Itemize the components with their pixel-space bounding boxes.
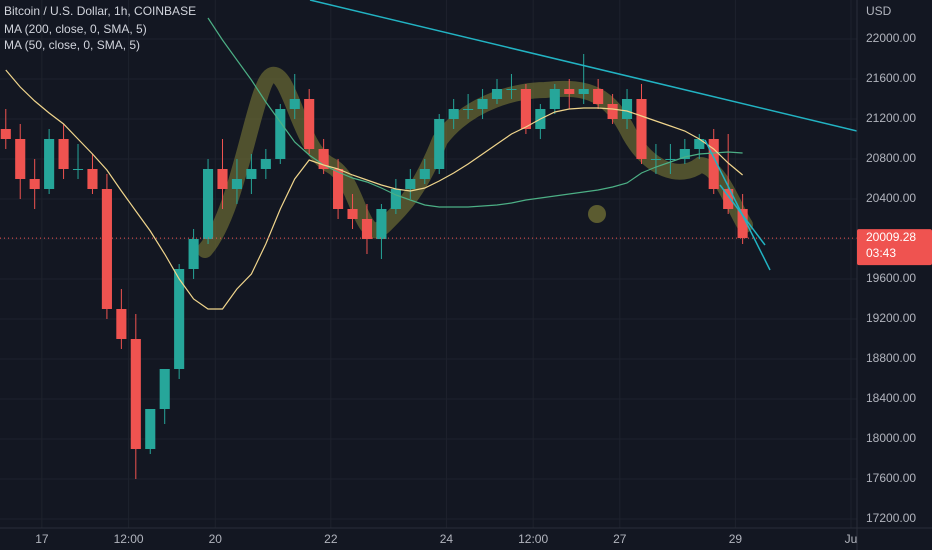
- candle-body: [289, 99, 300, 109]
- candle-body: [578, 89, 589, 94]
- x-tick-label: 20: [209, 532, 223, 546]
- candle-body: [347, 209, 358, 219]
- candle-body: [318, 149, 329, 169]
- candle-body: [376, 209, 387, 239]
- candle-body: [174, 269, 185, 369]
- candle-body: [72, 169, 84, 170]
- price-badge-countdown: 03:43: [866, 246, 896, 260]
- legend-entry: MA (200, close, 0, SMA, 5): [4, 22, 147, 36]
- ma-line: [207, 17, 743, 208]
- y-tick-label: 19200.00: [866, 311, 916, 325]
- candle-body: [708, 139, 719, 189]
- y-tick-label: 21600.00: [866, 71, 916, 85]
- currency-label: USD: [866, 4, 892, 18]
- trendline: [719, 184, 766, 246]
- candle-body: [636, 99, 647, 159]
- candle-body: [217, 169, 228, 189]
- y-tick-label: 18000.00: [866, 431, 916, 445]
- candle-body: [477, 99, 488, 109]
- y-tick-label: 20400.00: [866, 191, 916, 205]
- candle-body: [231, 179, 243, 189]
- ma-line: [5, 69, 743, 310]
- candle-body: [737, 209, 748, 239]
- candle-body: [202, 169, 214, 239]
- candle-body: [564, 89, 575, 94]
- candle-body: [520, 89, 531, 129]
- candle-body: [188, 239, 199, 269]
- candle-body: [405, 179, 416, 189]
- candle-body: [463, 109, 474, 110]
- y-tick-label: 19600.00: [866, 271, 916, 285]
- y-tick-label: 18400.00: [866, 391, 916, 405]
- legend-entry: MA (50, close, 0, SMA, 5): [4, 38, 140, 52]
- price-badge: [857, 229, 932, 266]
- candle-body: [275, 109, 286, 159]
- chart-title: Bitcoin / U.S. Dollar, 1h, COINBASE: [4, 4, 196, 18]
- candle-body: [390, 189, 401, 209]
- trendlines: [309, 0, 857, 271]
- candle-body: [0, 129, 11, 139]
- x-tick-label: 12:00: [518, 532, 548, 546]
- x-tick-label: 22: [324, 532, 338, 546]
- candle-body: [101, 189, 112, 309]
- candle-body: [333, 169, 344, 209]
- candle-body: [361, 219, 373, 239]
- candle-body: [246, 169, 257, 179]
- trendline: [309, 0, 857, 132]
- candle-body: [87, 169, 98, 189]
- x-tick-label: 27: [613, 532, 627, 546]
- x-tick-label: Ju: [845, 532, 858, 546]
- pattern-highlight: [197, 67, 753, 258]
- candle-body: [29, 179, 40, 189]
- grid: [0, 0, 857, 528]
- candle-body: [44, 139, 55, 189]
- y-tick-label: 22000.00: [866, 31, 916, 45]
- candle-body: [419, 169, 430, 179]
- candle-body: [621, 99, 633, 119]
- x-tick-label: 12:00: [114, 532, 144, 546]
- candle-body: [506, 89, 517, 90]
- trendline: [704, 139, 771, 271]
- drawings: [197, 67, 753, 258]
- candle-body: [260, 159, 271, 169]
- y-tick-label: 20800.00: [866, 151, 916, 165]
- y-tick-label: 21200.00: [866, 111, 916, 125]
- candle-body: [549, 89, 560, 109]
- candle-body: [607, 104, 618, 119]
- candle-body: [650, 159, 661, 160]
- candle-body: [679, 149, 690, 159]
- y-tick-label: 17600.00: [866, 471, 916, 485]
- candle-body: [159, 369, 170, 409]
- candle-body: [15, 139, 26, 179]
- candle-body: [304, 99, 315, 149]
- candle-body: [116, 309, 127, 339]
- x-tick-label: 24: [440, 532, 454, 546]
- candle-body: [491, 89, 503, 99]
- candle-body: [723, 189, 734, 209]
- candle-body: [130, 339, 141, 449]
- pattern-dot: [588, 205, 606, 223]
- candle-body: [448, 109, 459, 119]
- price-badge-value: 20009.28: [866, 230, 916, 244]
- candle-body: [593, 89, 604, 104]
- candle-body: [58, 139, 69, 169]
- marks: [0, 17, 857, 479]
- candle-body: [145, 409, 156, 449]
- candle-body: [434, 119, 445, 169]
- candle-body: [694, 139, 705, 149]
- x-tick-label: 17: [35, 532, 49, 546]
- y-tick-label: 18800.00: [866, 351, 916, 365]
- y-tick-label: 17200.00: [866, 511, 916, 525]
- candle-body: [665, 159, 676, 160]
- x-tick-label: 29: [729, 532, 743, 546]
